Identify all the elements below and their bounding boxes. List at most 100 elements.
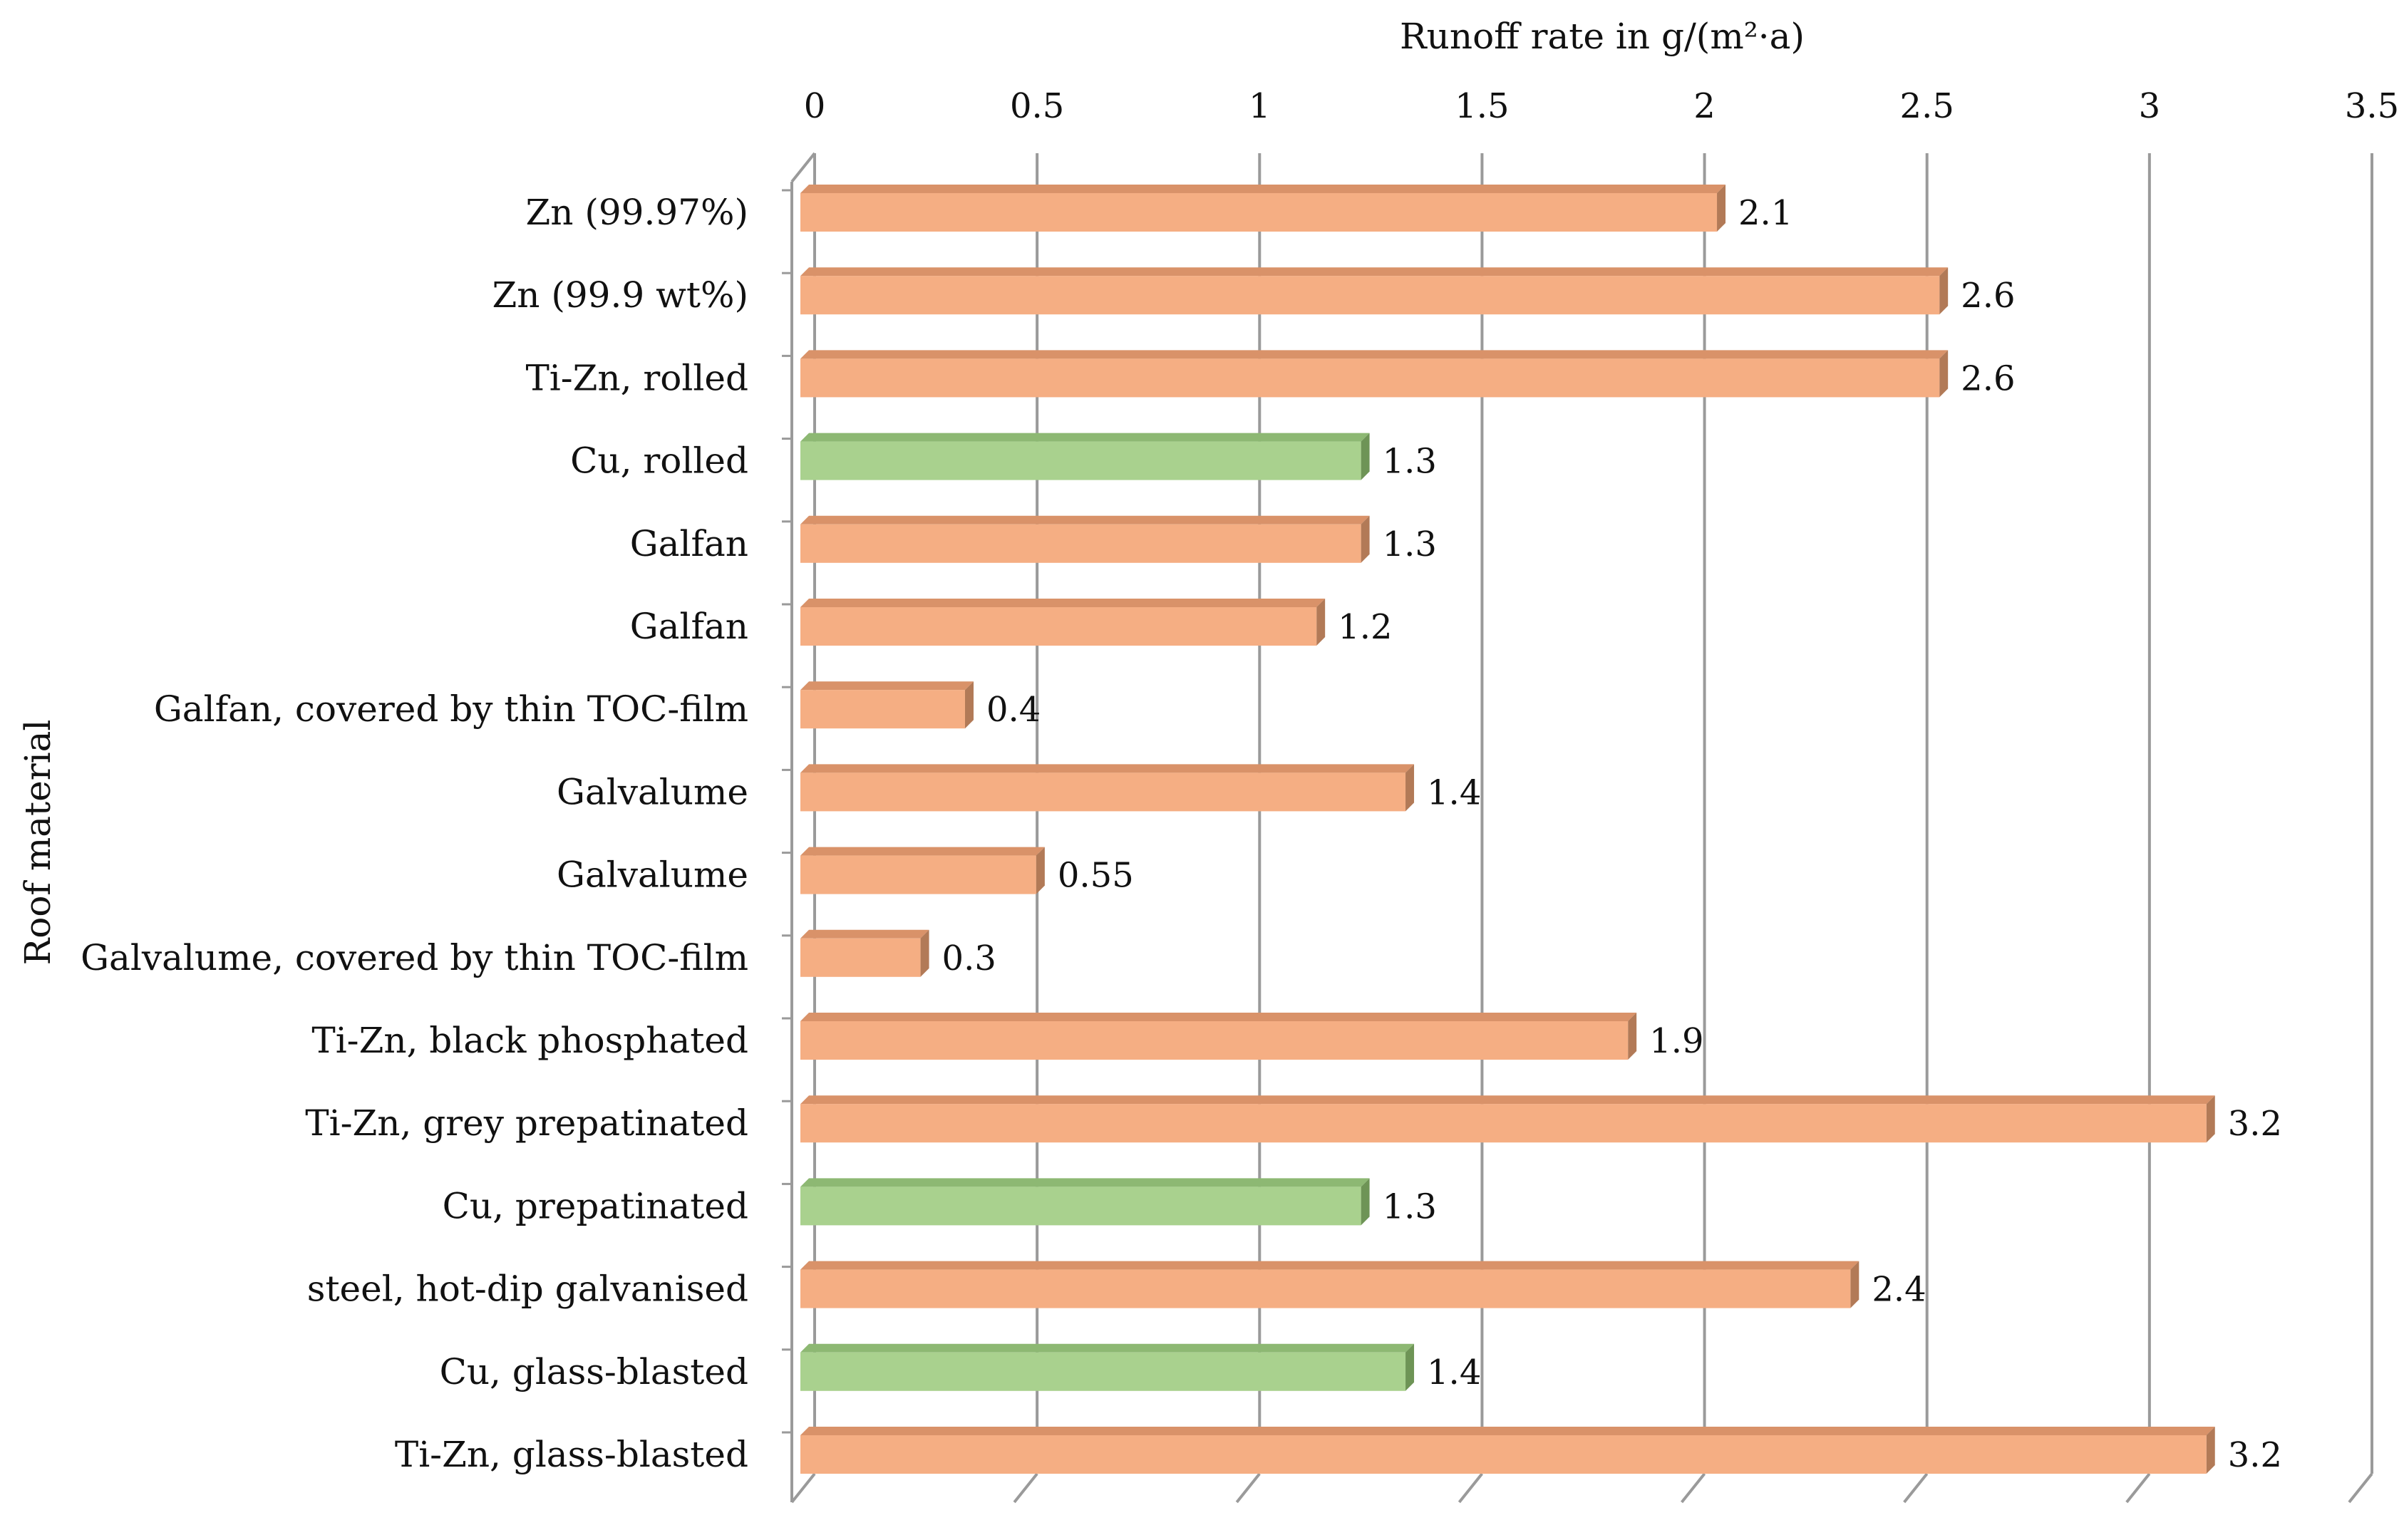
bar-side xyxy=(964,681,974,729)
bar-front xyxy=(800,1352,1406,1391)
y-axis-title: Roof material xyxy=(17,720,58,966)
data-label: 3.2 xyxy=(2228,1104,2282,1144)
bar-side xyxy=(1850,1261,1859,1308)
bar-front xyxy=(800,441,1361,480)
data-label: 3.2 xyxy=(2228,1435,2282,1475)
data-label: 1.3 xyxy=(1383,1187,1437,1226)
x-tick-label: 1.5 xyxy=(1455,86,1509,126)
x-tick-label: 0.5 xyxy=(1010,86,1064,126)
category-label: Ti-Zn, rolled xyxy=(525,357,748,398)
bar-side xyxy=(1361,433,1370,480)
bar-front xyxy=(800,1435,2207,1474)
bar-side xyxy=(1939,350,1949,398)
bar-top xyxy=(800,1427,2215,1435)
bars-layer xyxy=(800,185,2215,1474)
bar-top xyxy=(800,1013,1637,1021)
category-label: Cu, prepatinated xyxy=(443,1185,748,1226)
bar-side xyxy=(2206,1095,2215,1143)
bar-front xyxy=(800,690,965,729)
x-tick-label: 1 xyxy=(1249,86,1271,126)
bar-side xyxy=(1361,1178,1370,1226)
bar-side xyxy=(1405,1343,1415,1391)
category-label: Cu, glass-blasted xyxy=(440,1351,748,1392)
category-label: Galfan, covered by thin TOC-film xyxy=(154,688,748,730)
bar-top xyxy=(800,1178,1370,1187)
data-label: 2.1 xyxy=(1738,193,1792,233)
bar-side xyxy=(1717,185,1726,232)
data-label: 1.2 xyxy=(1338,607,1392,647)
grid-floor-line xyxy=(1681,1472,1706,1504)
bar-top xyxy=(800,185,1726,193)
bar xyxy=(800,847,1045,894)
bar xyxy=(800,764,1415,812)
bar-top xyxy=(800,1095,2215,1105)
grid-floor-line xyxy=(1903,1472,1929,1504)
data-label: 2.6 xyxy=(1961,358,2015,398)
value-labels: 2.1 2.6 2.6 1.3 1.3 1.2 0.4 1.4 0.55 0.3 1.9 3.2 1.3… xyxy=(942,193,2283,1475)
bar-front xyxy=(800,358,1940,398)
bar-front xyxy=(800,524,1361,563)
bar-top xyxy=(800,847,1045,856)
grid-floor-line xyxy=(1013,1472,1038,1504)
category-label: Galvalume, covered by thin TOC-film xyxy=(81,937,748,978)
data-label: 1.4 xyxy=(1427,772,1481,812)
x-tick-labels: 0 0.5 1 1.5 2 2.5 3 3.5 xyxy=(804,86,2399,126)
grid-floor-line xyxy=(1458,1472,1483,1504)
bar-top xyxy=(800,764,1415,773)
bar-front xyxy=(800,1104,2207,1143)
bar-front xyxy=(800,607,1317,646)
grid-floor-line xyxy=(1235,1472,1261,1504)
data-label: 2.6 xyxy=(1961,276,2015,316)
category-label: Ti-Zn, glass-blasted xyxy=(395,1434,748,1475)
x-axis-title: Runoff rate in g/(m²·a) xyxy=(1400,16,1805,57)
bar xyxy=(800,681,974,729)
bar-top xyxy=(800,599,1326,607)
category-label: Galvalume xyxy=(557,771,748,812)
bar-side xyxy=(1405,764,1415,812)
bar-side xyxy=(920,929,929,977)
axis-corner-line xyxy=(790,152,816,183)
bar xyxy=(800,515,1370,563)
bar xyxy=(800,1178,1370,1226)
x-tick-label: 3 xyxy=(2139,86,2161,126)
bar-front xyxy=(800,193,1718,232)
bar-front xyxy=(800,1021,1629,1060)
x-tick-label: 0 xyxy=(804,86,826,126)
bar xyxy=(800,1261,1859,1308)
grid-floor-line xyxy=(2125,1472,2151,1504)
category-label: Galfan xyxy=(630,523,748,564)
category-label: Galfan xyxy=(630,606,748,647)
bar xyxy=(800,185,1726,232)
bar xyxy=(800,1343,1415,1391)
bar-front xyxy=(800,855,1036,894)
bar-side xyxy=(1316,599,1326,646)
bar-side xyxy=(1036,847,1045,894)
bar xyxy=(800,350,1949,398)
bar-top xyxy=(800,929,929,939)
data-label: 0.55 xyxy=(1058,856,1134,896)
bar-top xyxy=(800,350,1949,359)
data-label: 1.3 xyxy=(1383,524,1437,564)
bar xyxy=(800,1427,2215,1474)
x-tick-label: 3.5 xyxy=(2345,86,2399,126)
x-tick-label: 2 xyxy=(1693,86,1716,126)
bar-top xyxy=(800,515,1370,524)
bar-side xyxy=(1939,267,1949,315)
data-label: 0.4 xyxy=(986,690,1041,730)
category-label: Ti-Zn, grey prepatinated xyxy=(305,1102,748,1144)
grid-floor-line xyxy=(2348,1472,2373,1504)
data-label: 0.3 xyxy=(942,939,996,978)
grid-floor-line xyxy=(790,1472,816,1504)
category-label: Zn (99.97%) xyxy=(526,192,749,233)
bar xyxy=(800,433,1370,480)
category-label: Zn (99.9 wt%) xyxy=(492,274,748,316)
bar xyxy=(800,1013,1637,1060)
bar-top xyxy=(800,267,1949,277)
bar xyxy=(800,267,1949,315)
bar-front xyxy=(800,938,921,977)
bar-top xyxy=(800,1343,1415,1353)
bar-top xyxy=(800,681,974,691)
category-labels: Zn (99.97%) Zn (99.9 wt%) Ti-Zn, rolled Cu,… xyxy=(81,192,748,1475)
data-label: 2.4 xyxy=(1872,1270,1926,1310)
